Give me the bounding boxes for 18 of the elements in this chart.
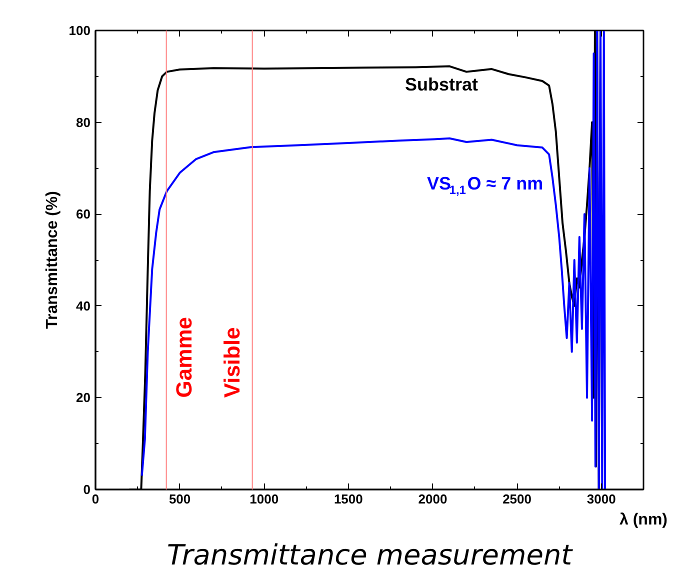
- x-tick-label: 2000: [418, 492, 448, 506]
- y-tick-label: 80: [76, 114, 91, 130]
- text: Transmittance measurement: [166, 538, 574, 572]
- x-tick-label: 1500: [334, 492, 363, 506]
- x-tick-label: 500: [168, 492, 191, 506]
- series-label: Substrat: [404, 74, 478, 94]
- x-tick-label: 2500: [502, 492, 532, 506]
- y-tick-label: 0: [83, 482, 91, 497]
- x-tick-label: 3000: [586, 492, 616, 506]
- x-axis-title: λ (nm): [620, 512, 668, 528]
- y-tick-label: 60: [76, 206, 91, 222]
- x-tick-label: 1000: [250, 492, 279, 506]
- y-axis-title: Transmittance (%): [44, 191, 61, 329]
- y-tick-label: 20: [76, 390, 91, 406]
- y-tick-label: 40: [76, 298, 91, 314]
- y-tick-label: 100: [68, 23, 91, 38]
- ref-line-label: Gamme: [171, 316, 196, 398]
- ref-line-label: Visible: [219, 327, 244, 398]
